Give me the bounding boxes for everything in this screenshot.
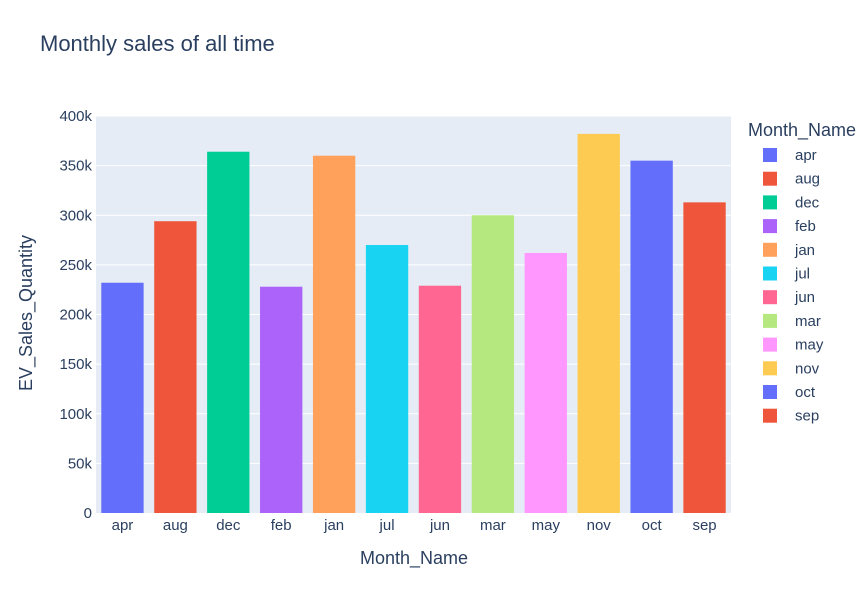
legend-item-jan[interactable]: jan [763, 242, 815, 259]
legend-swatch [763, 219, 777, 234]
legend-label: jun [794, 289, 815, 306]
x-tick-label: oct [642, 517, 663, 534]
legend-swatch [763, 171, 777, 186]
legend-item-dec[interactable]: dec [763, 194, 820, 211]
legend-label: nov [795, 360, 820, 377]
legend-swatch [763, 408, 777, 423]
y-tick-label: 400k [59, 108, 92, 125]
bar-jul[interactable] [365, 245, 409, 513]
gridlines [96, 115, 731, 464]
x-tick-label: nov [587, 517, 612, 534]
bar-mar[interactable] [471, 215, 515, 513]
bar-may[interactable] [524, 252, 567, 513]
y-tick-label: 150k [59, 356, 92, 373]
legend-swatch [763, 266, 777, 281]
legend-label: mar [795, 313, 821, 330]
bar-jun[interactable] [418, 285, 462, 513]
legend-label: feb [795, 218, 816, 235]
y-tick-label: 0 [84, 505, 92, 522]
x-axis-title: Month_Name [360, 548, 468, 569]
bar-dec[interactable] [207, 151, 250, 514]
legend-label: sep [795, 408, 819, 425]
x-tick-label: feb [271, 517, 292, 534]
x-tick-label: mar [480, 517, 506, 534]
bar-feb[interactable] [260, 286, 303, 513]
legend-label: may [795, 337, 824, 354]
legend-label: oct [795, 384, 816, 401]
legend-label: apr [795, 147, 817, 164]
legend-item-nov[interactable]: nov [763, 360, 820, 377]
x-axis-ticks: apr aug dec feb jan jul jun mar may nov oct sep [112, 517, 717, 534]
y-axis-title: EV_Sales_Quantity [16, 235, 37, 391]
legend-title: Month_Name [748, 120, 856, 141]
x-tick-label: dec [216, 517, 241, 534]
x-tick-label: sep [692, 517, 716, 534]
y-tick-label: 300k [59, 207, 92, 224]
legend-item-sep[interactable]: sep [763, 408, 819, 425]
legend-swatch [763, 290, 777, 305]
y-tick-label: 50k [68, 455, 93, 472]
y-axis-ticks: 0 50k 100k 150k 200k 250k 300k 350k 400k [59, 108, 92, 522]
x-tick-label: jul [379, 517, 395, 534]
legend: Month_Name apr aug dec feb jan jul jun mar may no… [748, 120, 856, 425]
bars [101, 133, 726, 514]
legend-label: jul [794, 266, 810, 283]
y-tick-label: 350k [59, 158, 92, 175]
legend-item-aug[interactable]: aug [763, 171, 820, 188]
bar-jan[interactable] [312, 155, 356, 513]
legend-item-feb[interactable]: feb [763, 218, 816, 235]
legend-swatch [763, 385, 777, 399]
legend-item-jul[interactable]: jul [763, 266, 810, 283]
x-tick-label: aug [163, 517, 188, 534]
legend-item-jun[interactable]: jun [763, 289, 815, 306]
legend-item-mar[interactable]: mar [763, 313, 821, 330]
legend-label: dec [795, 194, 820, 211]
bar-aug[interactable] [154, 221, 197, 513]
legend-label: jan [794, 242, 815, 259]
y-tick-label: 100k [59, 406, 92, 423]
x-tick-label: apr [112, 517, 134, 534]
y-tick-label: 200k [59, 307, 92, 324]
legend-item-oct[interactable]: oct [763, 384, 816, 401]
bar-sep[interactable] [683, 202, 726, 513]
legend-item-may[interactable]: may [763, 337, 824, 354]
legend-swatch [763, 337, 777, 352]
bar-oct[interactable] [630, 160, 673, 513]
y-tick-label: 250k [59, 257, 92, 274]
legend-swatch [763, 361, 777, 376]
x-tick-label: jun [429, 517, 450, 534]
bar-apr[interactable] [101, 282, 144, 513]
bar-nov[interactable] [577, 133, 620, 514]
chart-title: Monthly sales of all time [40, 31, 275, 56]
legend-swatch [763, 148, 777, 162]
x-tick-label: may [532, 517, 561, 534]
legend-item-apr[interactable]: apr [763, 147, 817, 164]
x-tick-label: jan [323, 517, 344, 534]
legend-swatch [763, 195, 777, 210]
legend-label: aug [795, 171, 820, 188]
legend-swatch [763, 242, 777, 257]
legend-swatch [763, 313, 777, 328]
